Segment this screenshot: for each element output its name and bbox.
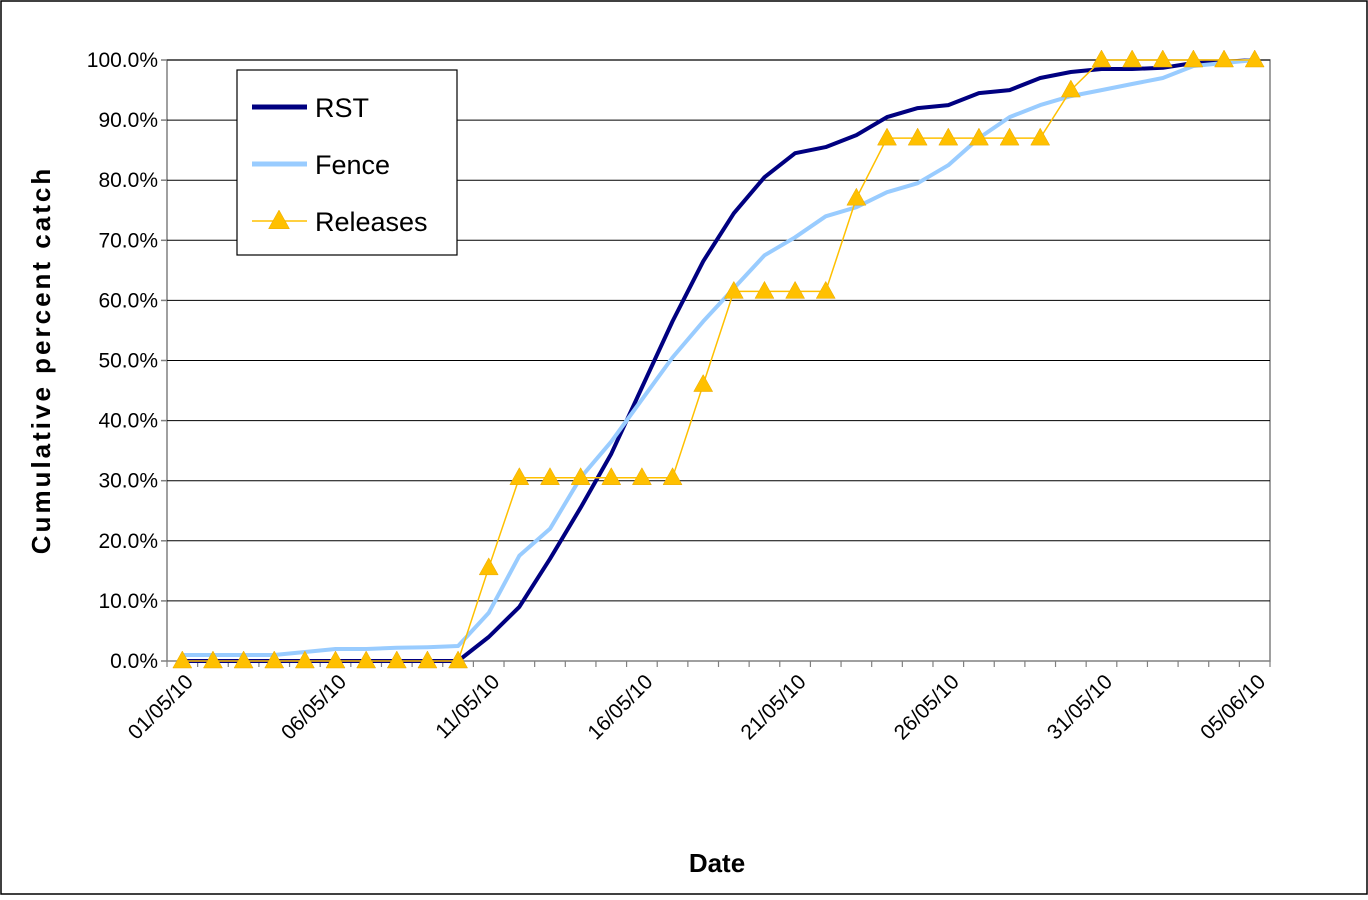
- data-point-releases: [662, 467, 683, 485]
- data-point-releases: [570, 467, 591, 485]
- y-tick-label: 30.0%: [98, 470, 158, 493]
- data-point-releases: [1030, 127, 1051, 146]
- data-point-releases: [693, 374, 714, 392]
- data-point-releases: [785, 280, 806, 299]
- data-point-releases: [1244, 49, 1265, 68]
- y-axis-title: Cumulative percent catch: [26, 166, 56, 554]
- y-tick-label: 60.0%: [98, 289, 158, 312]
- data-point-releases: [356, 650, 377, 669]
- data-point-releases: [325, 650, 346, 669]
- data-point-releases: [448, 650, 468, 669]
- y-tick-label: 80.0%: [98, 169, 158, 192]
- data-point-releases: [907, 127, 928, 146]
- data-point-releases: [478, 557, 499, 576]
- data-point-releases: [172, 650, 193, 669]
- legend-label-releases: Releases: [315, 207, 428, 237]
- y-tick-label: 0.0%: [110, 650, 158, 673]
- data-point-releases: [723, 280, 744, 299]
- data-point-releases: [815, 280, 836, 299]
- data-point-releases: [294, 650, 315, 669]
- data-point-releases: [1183, 49, 1204, 68]
- y-tick-label: 10.0%: [98, 590, 158, 613]
- data-point-releases: [203, 650, 223, 669]
- data-point-releases: [1214, 49, 1234, 68]
- y-tick-label: 70.0%: [98, 229, 158, 252]
- data-point-releases: [877, 127, 897, 146]
- y-axis-ticks: 0.0% 10.0% 20.0% 30.0% 40.0% 50.0% 60.0% 70.0% 8…: [87, 49, 167, 673]
- data-point-releases: [1152, 49, 1173, 68]
- data-point-releases: [264, 650, 285, 669]
- data-point-releases: [631, 467, 652, 485]
- gridlines: [167, 59, 1270, 602]
- y-tick-label: 40.0%: [98, 410, 158, 433]
- data-point-releases: [386, 650, 407, 669]
- data-point-releases: [540, 467, 560, 485]
- data-point-releases: [754, 280, 775, 299]
- series-markers: [172, 49, 1265, 669]
- legend-marker-releases: [268, 209, 290, 229]
- legend-label-rst: RST: [315, 93, 369, 123]
- data-point-releases: [846, 187, 867, 206]
- legend-label-fence: Fence: [315, 150, 390, 180]
- data-point-releases: [969, 127, 989, 146]
- data-point-releases: [1122, 49, 1143, 68]
- y-tick-label: 100.0%: [87, 49, 158, 72]
- data-point-releases: [233, 650, 254, 669]
- data-point-releases: [601, 467, 622, 485]
- y-tick-label: 20.0%: [98, 530, 158, 553]
- y-tick-label: 50.0%: [98, 350, 158, 373]
- y-tick-label: 90.0%: [98, 109, 158, 132]
- data-point-releases: [509, 467, 530, 485]
- data-point-releases: [417, 650, 438, 669]
- data-point-releases: [1060, 79, 1081, 98]
- x-axis-title: Date: [689, 848, 745, 878]
- legend: RST Fence Releases: [236, 69, 458, 256]
- data-point-releases: [938, 127, 959, 146]
- data-point-releases: [1091, 49, 1112, 68]
- data-point-releases: [999, 127, 1020, 146]
